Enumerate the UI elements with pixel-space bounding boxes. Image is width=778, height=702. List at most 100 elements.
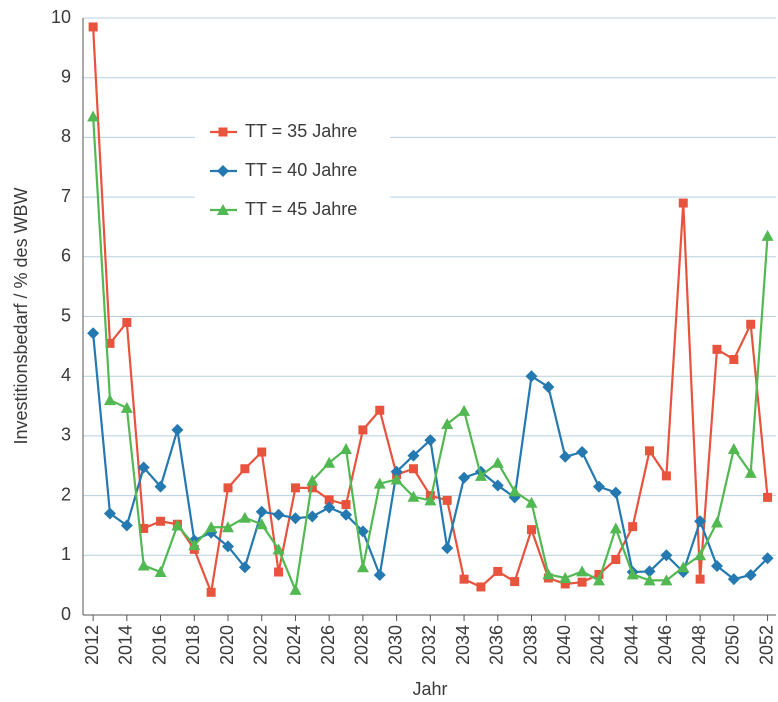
marker [340, 443, 353, 455]
marker [609, 486, 622, 499]
marker [323, 456, 336, 468]
marker [493, 566, 503, 576]
marker [87, 327, 100, 340]
marker [358, 425, 368, 435]
marker [105, 338, 115, 348]
marker [694, 515, 707, 528]
marker [390, 473, 403, 485]
marker [710, 516, 723, 528]
marker [592, 480, 605, 493]
marker [527, 525, 537, 535]
marker [122, 317, 132, 327]
marker [441, 542, 454, 555]
marker [643, 574, 656, 586]
marker [238, 511, 251, 523]
y-tick-label: 6 [61, 246, 71, 266]
x-tick-label: 2022 [250, 625, 270, 665]
marker [660, 574, 673, 586]
marker [257, 447, 267, 457]
marker [761, 229, 774, 241]
x-tick-label: 2044 [621, 625, 641, 665]
marker [576, 446, 589, 459]
marker [626, 568, 639, 580]
marker [120, 401, 133, 413]
marker [272, 508, 285, 521]
marker [710, 560, 723, 573]
marker [139, 523, 149, 533]
marker [255, 518, 268, 530]
marker [559, 450, 572, 463]
marker [441, 417, 454, 429]
x-tick-label: 2048 [689, 625, 709, 665]
marker [474, 469, 487, 481]
marker [678, 198, 688, 208]
y-axis-label: Investitionsbedarf / % des WBW [11, 187, 31, 444]
marker [424, 434, 437, 447]
marker [744, 569, 757, 582]
y-tick-label: 2 [61, 484, 71, 504]
marker [525, 370, 538, 383]
marker [137, 559, 150, 571]
marker [356, 525, 369, 538]
x-tick-label: 2018 [183, 625, 203, 665]
marker [727, 443, 740, 455]
x-tick-label: 2038 [520, 625, 540, 665]
marker [408, 464, 418, 474]
marker [677, 561, 690, 573]
marker [272, 543, 285, 555]
marker [660, 549, 673, 562]
marker [407, 449, 420, 462]
marker [324, 495, 334, 505]
marker [442, 495, 452, 505]
marker [222, 521, 235, 533]
x-tick-label: 2016 [149, 625, 169, 665]
x-tick-label: 2014 [116, 625, 136, 665]
marker [559, 571, 572, 583]
marker [306, 474, 319, 486]
marker [727, 573, 740, 586]
marker [661, 471, 671, 481]
marker [323, 501, 336, 514]
marker [761, 552, 774, 565]
marker [542, 380, 555, 393]
x-tick-label: 2028 [352, 625, 372, 665]
marker [103, 394, 116, 406]
marker [459, 574, 469, 584]
marker [356, 561, 369, 573]
marker [341, 500, 351, 510]
marker [290, 483, 300, 493]
y-tick-label: 4 [61, 365, 71, 385]
x-tick-label: 2026 [318, 625, 338, 665]
x-tick-label: 2032 [419, 625, 439, 665]
marker [154, 480, 167, 493]
marker [712, 344, 722, 354]
y-tick-label: 5 [61, 305, 71, 325]
marker [491, 456, 504, 468]
x-axis-label: Jahr [412, 679, 447, 699]
marker [694, 549, 707, 561]
marker [205, 521, 218, 533]
marker [289, 583, 302, 595]
marker [577, 577, 587, 587]
marker [458, 471, 471, 484]
marker [218, 127, 228, 137]
x-tick-label: 2034 [453, 625, 473, 665]
marker [373, 569, 386, 582]
marker [746, 319, 756, 329]
y-tick-label: 0 [61, 604, 71, 624]
y-tick-label: 7 [61, 186, 71, 206]
marker [274, 567, 284, 577]
marker [375, 405, 385, 415]
marker [525, 496, 538, 508]
marker [609, 522, 622, 534]
marker [424, 494, 437, 506]
marker [628, 522, 638, 532]
marker [729, 354, 739, 364]
series-line [92, 116, 769, 594]
legend-label: TT = 40 Jahre [245, 160, 357, 180]
legend-label: TT = 45 Jahre [245, 199, 357, 219]
marker [508, 485, 521, 497]
marker [217, 165, 229, 177]
marker [510, 577, 520, 587]
x-tick-label: 2052 [756, 625, 776, 665]
